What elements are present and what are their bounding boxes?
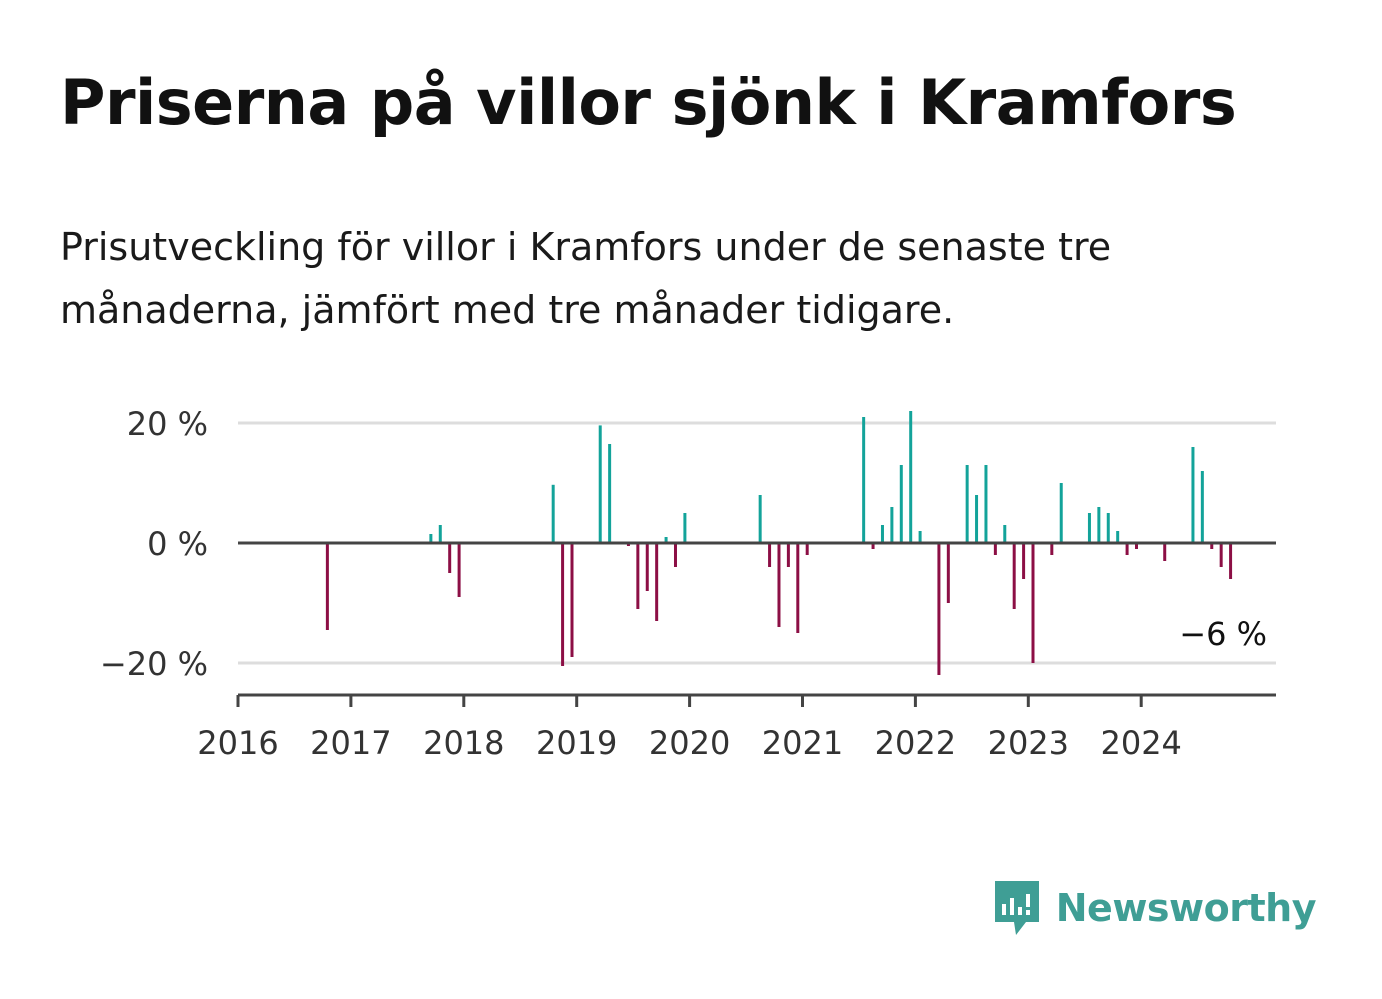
data-bar <box>975 495 979 543</box>
data-bar <box>758 495 762 543</box>
data-bar <box>1106 513 1110 543</box>
data-bar <box>551 484 555 543</box>
bars <box>325 411 1233 675</box>
x-tick-label: 2019 <box>536 724 617 762</box>
x-tick-label: 2021 <box>762 724 843 762</box>
end-value-label: −6 % <box>1179 615 1267 653</box>
data-bar <box>946 543 950 603</box>
y-tick-label: 20 % <box>127 405 208 443</box>
data-bar <box>993 543 997 555</box>
data-bar <box>1050 543 1054 555</box>
data-bar <box>1116 531 1120 543</box>
data-bar <box>598 425 602 543</box>
brand-name: Newsworthy <box>1055 886 1317 930</box>
data-bar <box>1059 483 1063 543</box>
gridlines <box>238 421 1276 665</box>
data-bar <box>786 543 790 567</box>
y-tick-label: 0 % <box>147 525 208 563</box>
data-bar <box>1200 471 1204 543</box>
data-bar <box>918 531 922 543</box>
data-bar <box>448 543 452 573</box>
data-bar <box>457 543 461 597</box>
x-tick-label: 2020 <box>649 724 730 762</box>
data-bar <box>1219 543 1223 567</box>
data-bar <box>777 543 781 627</box>
data-bar <box>909 411 913 543</box>
bar-chart: 20 % 0 % −20 % 2016 2017 2018 2019 2020 2021 202… <box>100 405 1276 762</box>
y-tick-label: −20 % <box>100 645 208 683</box>
data-bar <box>683 513 687 543</box>
data-bar <box>871 543 875 549</box>
data-bar <box>965 465 969 543</box>
x-tick-label: 2024 <box>1100 724 1181 762</box>
chart-subtitle: Prisutveckling för villor i Kramfors und… <box>60 225 1112 332</box>
data-bar <box>1191 447 1195 543</box>
x-tick-label: 2023 <box>988 724 1069 762</box>
data-bar <box>805 543 809 555</box>
data-bar <box>325 543 329 630</box>
data-bar <box>1125 543 1129 555</box>
data-bar <box>655 543 659 621</box>
data-bar <box>890 507 894 543</box>
data-bar <box>1012 543 1016 609</box>
data-bar <box>1031 543 1035 663</box>
data-bar <box>608 444 612 543</box>
x-tick-label: 2022 <box>875 724 956 762</box>
data-bar <box>937 543 941 675</box>
x-tick-label: 2017 <box>310 724 391 762</box>
data-bar <box>1097 507 1101 543</box>
data-bar <box>1210 543 1214 549</box>
x-tick-label: 2018 <box>423 724 504 762</box>
chart-title: Priserna på villor sjönk i Kramfors <box>60 66 1237 139</box>
data-bar <box>1163 543 1167 561</box>
data-bar <box>1087 513 1091 543</box>
data-bar <box>561 543 565 666</box>
brand-logo: Newsworthy <box>992 878 1317 938</box>
data-bar <box>1135 543 1138 549</box>
data-bar <box>984 465 988 543</box>
data-bar <box>1003 525 1007 543</box>
y-axis-ticks: 20 % 0 % −20 % <box>100 405 208 683</box>
data-bar <box>1022 543 1026 579</box>
data-bar <box>438 525 442 543</box>
data-bar <box>899 465 903 543</box>
x-axis: 2016 2017 2018 2019 2020 2021 2022 2023 2024 <box>197 693 1276 762</box>
data-bar <box>862 417 866 543</box>
data-bar <box>1229 543 1233 579</box>
x-tick-label: 2016 <box>197 724 278 762</box>
data-bar <box>570 543 574 657</box>
data-bar <box>664 537 668 543</box>
data-bar <box>673 543 677 567</box>
data-bar <box>645 543 649 591</box>
data-bar <box>880 525 884 543</box>
data-bar <box>636 543 640 609</box>
data-bar <box>768 543 772 567</box>
data-bar <box>796 543 800 633</box>
newsworthy-logo-icon <box>994 881 1039 935</box>
data-bar <box>429 534 433 543</box>
